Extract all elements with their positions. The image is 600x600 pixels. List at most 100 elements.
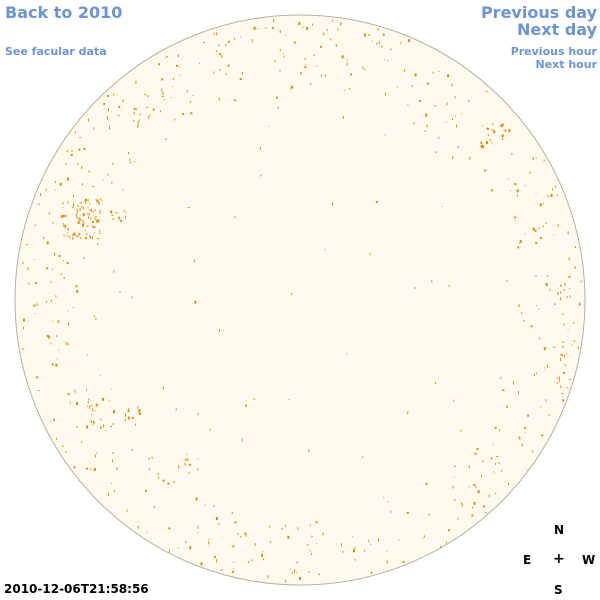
facula-mark [452,118,453,121]
facula-mark [563,323,565,326]
facula-mark [445,121,447,123]
facula-mark [471,506,473,509]
facula-mark [86,388,87,391]
facula-mark [300,72,302,75]
compass-west-label: W [582,553,596,567]
facula-mark [153,506,155,509]
facula-mark [519,243,521,244]
facula-mark [133,111,135,115]
facula-mark [563,289,565,291]
facula-mark [87,225,89,228]
facula-mark [66,150,69,152]
facula-mark [383,59,385,61]
facula-mark [76,402,78,406]
see-facular-data-link[interactable]: See facular data [5,45,107,58]
facula-mark [316,65,318,67]
facula-mark [218,522,220,525]
facula-mark [383,496,385,498]
facula-mark [297,527,299,530]
facula-mark [129,158,131,161]
facula-mark [73,232,76,236]
facula-mark [543,347,546,351]
facula-mark [508,129,511,133]
facula-mark [88,170,90,173]
facula-mark [468,486,470,488]
facula-mark [517,246,520,249]
facula-mark [296,562,299,564]
back-to-year-link[interactable]: Back to 2010 [5,3,123,22]
facula-mark [468,465,470,469]
facula-mark [454,115,456,117]
facula-mark [308,570,310,573]
facula-mark [50,280,52,283]
facula-mark [50,342,52,345]
facula-mark [381,45,383,48]
facula-mark [532,157,534,160]
facula-mark [54,253,56,256]
facula-mark [569,295,571,298]
facula-mark [346,62,348,66]
facula-mark [342,551,345,553]
facula-mark [208,539,210,540]
facula-mark [411,85,413,88]
facula-mark [503,129,505,131]
facula-mark [75,213,77,215]
facula-mark [218,69,221,71]
facula-mark [471,514,474,517]
facula-mark [46,334,49,337]
facula-mark [99,209,101,212]
facula-mark [480,141,483,144]
facula-mark [184,462,186,466]
facula-mark [514,183,517,186]
facula-mark [447,74,450,78]
previous-hour-link[interactable]: Previous hour [510,45,597,58]
facula-mark [553,346,556,348]
facula-mark [111,210,113,214]
facula-mark [481,144,484,148]
facula-mark [92,210,94,213]
facula-mark [94,409,96,411]
facula-mark [426,124,428,128]
facula-mark [414,287,416,289]
facula-mark [312,23,313,26]
facula-mark [337,28,339,31]
facula-mark [441,206,443,208]
facula-mark [77,236,80,238]
facula-mark [66,262,69,264]
next-day-link[interactable]: Next day [517,20,597,39]
facula-mark [135,80,137,84]
facula-mark [67,393,70,396]
facula-mark [385,92,386,96]
facula-mark [545,399,547,402]
facula-mark [109,210,112,213]
facula-mark [28,320,30,322]
facula-mark [438,136,440,139]
facula-mark [477,490,480,494]
facula-mark [68,322,70,326]
facula-mark [135,108,137,111]
facula-mark [281,528,284,530]
next-hour-link[interactable]: Next hour [535,58,598,71]
facula-mark [22,261,24,264]
facula-mark [543,159,545,162]
facula-mark [557,293,559,296]
facula-mark [63,223,64,225]
facula-mark [195,497,198,501]
facula-mark [554,303,556,306]
facula-mark [52,269,54,270]
facula-mark [188,471,190,474]
facula-mark [119,217,121,220]
facula-mark [506,279,508,282]
facula-mark [109,126,110,130]
facula-mark [87,206,89,208]
facula-mark [504,129,506,133]
facula-mark [137,406,139,409]
facula-mark [306,26,309,30]
facula-mark [562,399,565,402]
facula-mark [386,551,388,553]
facula-mark [511,153,513,155]
facula-mark [82,223,84,227]
facula-mark [208,541,210,545]
facula-mark [390,510,392,513]
previous-day-link[interactable]: Previous day [480,3,597,22]
